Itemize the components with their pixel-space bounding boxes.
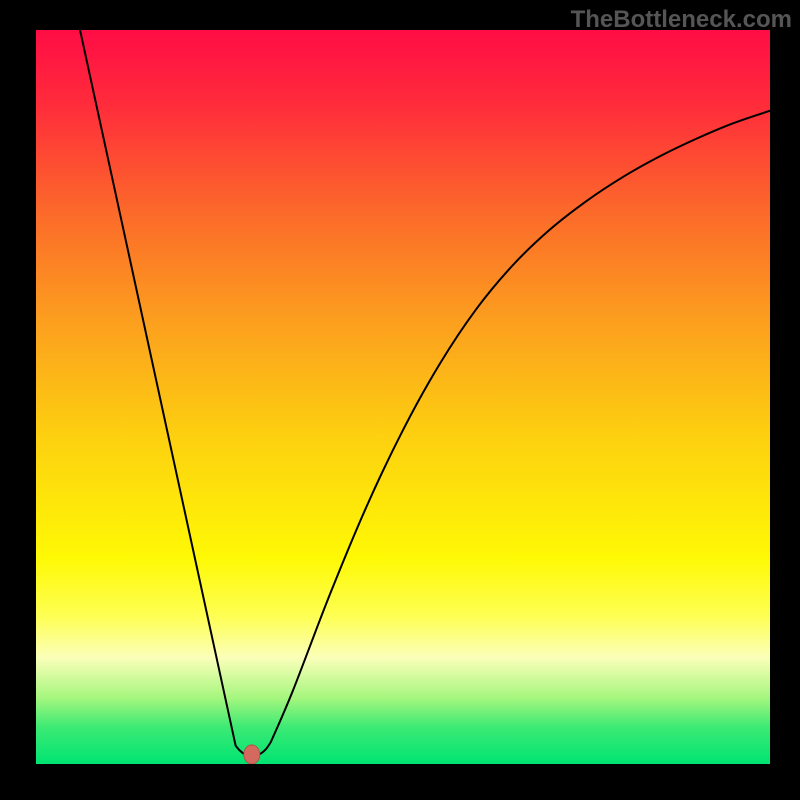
minimum-marker	[244, 745, 260, 764]
plot-svg	[36, 30, 770, 764]
attribution-text: TheBottleneck.com	[571, 6, 792, 34]
gradient-background	[36, 30, 770, 764]
plot-area	[36, 30, 770, 764]
